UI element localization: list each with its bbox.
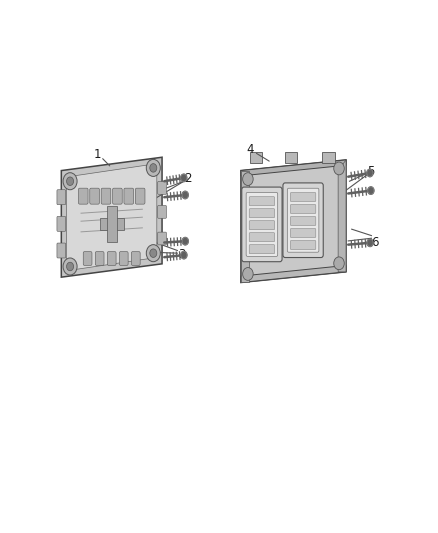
FancyBboxPatch shape — [119, 252, 128, 265]
Circle shape — [181, 174, 187, 182]
Polygon shape — [61, 157, 162, 277]
FancyBboxPatch shape — [83, 252, 92, 265]
Text: 6: 6 — [371, 236, 379, 249]
Circle shape — [182, 237, 188, 245]
Polygon shape — [322, 152, 335, 163]
Circle shape — [334, 162, 344, 175]
FancyBboxPatch shape — [249, 197, 275, 206]
Circle shape — [334, 257, 344, 270]
FancyBboxPatch shape — [95, 252, 104, 265]
Text: 3: 3 — [178, 248, 185, 261]
FancyBboxPatch shape — [290, 205, 316, 214]
FancyBboxPatch shape — [158, 181, 166, 195]
Circle shape — [63, 258, 77, 275]
Circle shape — [150, 249, 157, 257]
FancyBboxPatch shape — [249, 209, 275, 218]
FancyBboxPatch shape — [290, 216, 316, 225]
FancyBboxPatch shape — [90, 188, 99, 204]
Polygon shape — [67, 164, 157, 271]
FancyBboxPatch shape — [158, 232, 166, 245]
Circle shape — [67, 262, 74, 271]
FancyBboxPatch shape — [287, 188, 319, 252]
Polygon shape — [241, 171, 249, 282]
Text: 4: 4 — [247, 143, 254, 156]
FancyBboxPatch shape — [249, 245, 275, 254]
Text: 5: 5 — [367, 165, 374, 177]
FancyBboxPatch shape — [124, 188, 134, 204]
FancyBboxPatch shape — [290, 229, 316, 238]
FancyBboxPatch shape — [158, 206, 166, 219]
Circle shape — [367, 169, 373, 177]
FancyBboxPatch shape — [249, 232, 275, 242]
Circle shape — [243, 173, 253, 185]
Circle shape — [368, 187, 374, 195]
FancyBboxPatch shape — [78, 188, 88, 204]
FancyBboxPatch shape — [135, 188, 145, 204]
Circle shape — [182, 191, 188, 199]
Polygon shape — [241, 160, 346, 176]
FancyBboxPatch shape — [283, 183, 323, 257]
FancyBboxPatch shape — [246, 192, 278, 256]
FancyBboxPatch shape — [290, 240, 316, 249]
FancyBboxPatch shape — [57, 190, 66, 205]
Circle shape — [181, 252, 187, 259]
FancyBboxPatch shape — [101, 188, 111, 204]
Polygon shape — [241, 265, 346, 282]
FancyBboxPatch shape — [249, 221, 275, 230]
Polygon shape — [285, 152, 297, 163]
Circle shape — [150, 164, 157, 172]
FancyBboxPatch shape — [242, 187, 282, 262]
FancyBboxPatch shape — [107, 252, 116, 265]
FancyBboxPatch shape — [290, 192, 316, 201]
FancyBboxPatch shape — [100, 218, 124, 230]
FancyBboxPatch shape — [131, 252, 140, 265]
Circle shape — [243, 268, 253, 280]
Circle shape — [67, 177, 74, 185]
Text: 2: 2 — [184, 172, 192, 185]
FancyBboxPatch shape — [113, 188, 122, 204]
FancyBboxPatch shape — [107, 206, 117, 242]
Text: 1: 1 — [93, 148, 101, 161]
Circle shape — [63, 173, 77, 190]
Circle shape — [146, 159, 160, 176]
Circle shape — [146, 245, 160, 262]
Polygon shape — [338, 160, 346, 272]
Polygon shape — [241, 160, 346, 282]
Polygon shape — [250, 152, 262, 163]
Circle shape — [367, 239, 373, 247]
FancyBboxPatch shape — [57, 243, 66, 258]
FancyBboxPatch shape — [57, 216, 66, 231]
